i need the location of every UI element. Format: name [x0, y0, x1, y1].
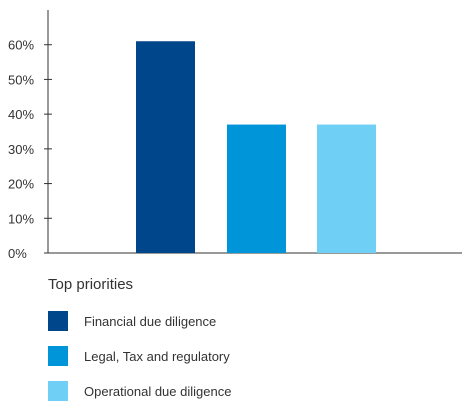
legend-swatch-operational	[48, 381, 68, 401]
bar	[317, 124, 376, 253]
y-tick-label: 40%	[8, 107, 34, 122]
legend-item-legal: Legal, Tax and regulatory	[48, 346, 231, 366]
legend-item-operational: Operational due diligence	[48, 381, 231, 401]
legend-label-legal: Legal, Tax and regulatory	[84, 348, 230, 364]
legend-label-financial: Financial due diligence	[84, 313, 217, 329]
y-tick-label: 50%	[8, 72, 34, 87]
legend-item-financial: Financial due diligence	[48, 311, 231, 331]
y-tick-label: 60%	[8, 38, 34, 53]
y-tick-label: 20%	[8, 177, 34, 192]
bar	[227, 124, 286, 253]
legend-title: Top priorities	[48, 276, 134, 293]
legend-swatch-financial	[48, 311, 68, 331]
bar	[136, 41, 195, 253]
y-tick-label: 30%	[8, 142, 34, 157]
legend-swatch-legal	[48, 346, 68, 366]
bar-chart: 0% 10% 20% 30% 40% 50% 60%	[8, 10, 462, 261]
y-tick-label: 10%	[8, 211, 34, 226]
legend: Top priorities Financial due diligence L…	[48, 276, 231, 416]
legend-label-operational: Operational due diligence	[84, 383, 232, 399]
y-tick-label: 0%	[8, 246, 27, 261]
